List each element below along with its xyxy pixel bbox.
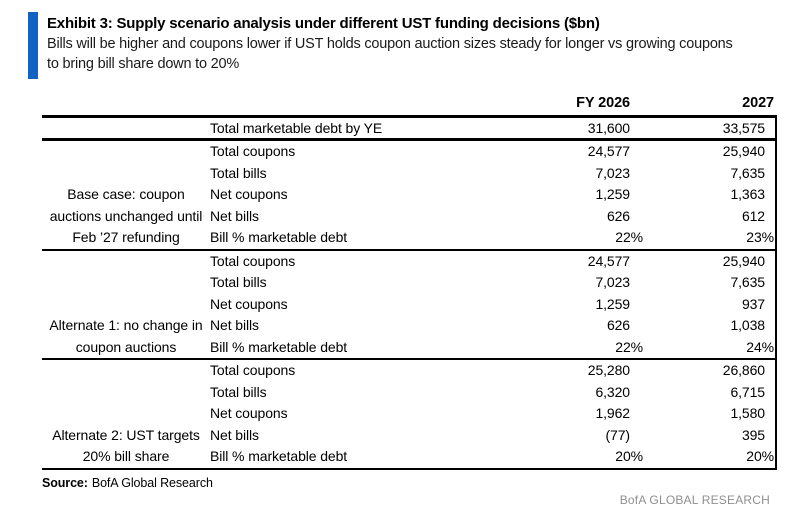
value-cell-fy2026: 22% [615,338,643,355]
source-note: Source: BofA Global Research [42,476,213,490]
scenario-label-line: Alternate 1: no change in [49,317,203,333]
value-cell-fy2026: 24,577 [587,252,630,269]
row-label: Net coupons [210,405,288,421]
row-label: Total bills [210,164,267,181]
value-cell-2027: 25,940 [722,143,765,159]
exhibit-header-text: Exhibit 3: Supply scenario analysis unde… [47,12,737,79]
value-cell-fy2026: 1,259 [595,295,630,312]
section-alternate-2: Alternate 2: UST targets 20% bill share … [42,360,775,470]
value-cell-2027: 395 [741,426,765,443]
scenario-label: Alternate 2: UST targets 20% bill share [42,425,210,468]
value-cell-fy2026: 7,023 [595,164,630,181]
value-cell-fy2026: 25,280 [587,362,630,378]
value-cell-fy2026: 1,259 [595,186,630,202]
value-cell-2027: 937 [741,295,765,312]
row-label: Net coupons [210,186,288,202]
value-cell-fy2026: (77) [605,426,631,443]
value-cell-2027: 23% [746,229,774,245]
value-cell-2027: 612 [741,207,765,224]
row-label: Total coupons [210,143,296,159]
value-cell-2027: 20% [746,448,774,464]
value-cell-2027: 26,860 [722,362,765,378]
value-cell-2027: 7,635 [730,164,765,181]
row-label: Net bills [210,426,259,443]
value-cell-fy2026: 1,962 [595,405,630,421]
row-label: Bill % marketable debt [210,448,348,464]
scenario-label-line: auctions unchanged until [49,207,203,224]
scenario-label-line: Feb ’27 refunding [72,229,180,245]
value-cell-fy2026: 22% [615,229,643,245]
value-cell-2027: 6,715 [730,383,765,400]
exhibit-title: Exhibit 3: Supply scenario analysis unde… [47,15,600,32]
value-cell-fy2026: 7,023 [595,274,630,290]
scenario-label-line: 20% bill share [82,448,170,464]
row-label: Net bills [210,207,259,224]
value-cell-2027: 1,580 [730,405,765,421]
row-label: Total coupons [210,362,296,378]
exhibit-subtitle: Bills will be higher and coupons lower i… [47,36,733,72]
value-cell-2027: 24% [746,338,774,355]
row-label: Net coupons [210,295,288,312]
section-base-case: Base case: coupon auctions unchanged unt… [42,141,775,251]
value-cell-2027: 1,038 [730,317,765,333]
source-text: BofA Global Research [91,476,213,490]
row-label: Total coupons [210,252,296,269]
scenario-label-line: Alternate 2: UST targets [52,426,200,443]
section-alternate-1: Alternate 1: no change in coupon auction… [42,251,775,360]
value-cell-2027: 25,940 [722,252,765,269]
column-header-fy2026: FY 2026 [576,95,630,111]
table-body: Total marketable debt by YE 31,600 33,57… [42,115,777,470]
scenario-label: Alternate 1: no change in coupon auction… [42,315,210,358]
exhibit-header: Exhibit 3: Supply scenario analysis unde… [28,12,737,79]
table-header-row: FY 2026 2027 [42,94,777,115]
value-cell-2027: 1,363 [730,186,765,202]
value-cell-fy2026: 626 [606,317,630,333]
row-label: Bill % marketable debt [210,338,348,355]
value-cell-fy2026: 6,320 [595,383,630,400]
value-cell-2027: 33,575 [722,120,765,136]
row-label: Total bills [210,383,267,400]
row-label: Total marketable debt by YE [210,120,383,136]
value-cell-2027: 7,635 [730,274,765,290]
scenario-label: Base case: coupon auctions unchanged unt… [42,184,210,249]
summary-row: Total marketable debt by YE 31,600 33,57… [42,118,775,141]
source-label: Source: [42,476,88,490]
value-cell-fy2026: 24,577 [587,143,630,159]
value-cell-fy2026: 31,600 [587,120,630,136]
accent-bar [28,12,38,79]
row-label: Bill % marketable debt [210,229,348,245]
scenario-label-line: coupon auctions [75,338,177,355]
brand-footer: BofA GLOBAL RESEARCH [619,493,770,507]
supply-scenario-table: FY 2026 2027 Total marketable debt by YE… [42,94,777,470]
column-header-2027: 2027 [742,95,774,111]
value-cell-fy2026: 20% [615,448,643,464]
row-label: Total bills [210,274,267,290]
row-label: Net bills [210,317,259,333]
scenario-label-line: Base case: coupon [67,186,185,202]
value-cell-fy2026: 626 [606,207,630,224]
